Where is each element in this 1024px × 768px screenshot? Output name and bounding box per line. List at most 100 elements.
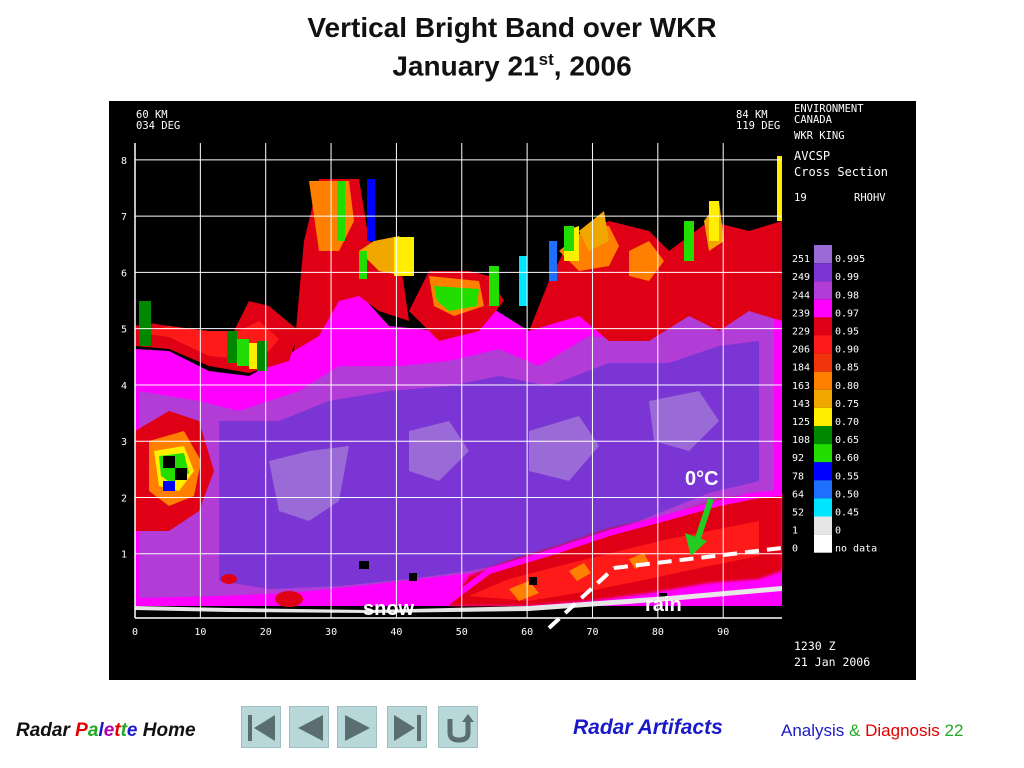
product-name: AVCSP	[794, 149, 831, 163]
palette-letter: a	[87, 720, 99, 741]
legend-swatch	[814, 335, 832, 354]
legend-swatch	[814, 317, 832, 336]
rain-label: rain	[645, 594, 682, 616]
arrow-head-icon	[685, 533, 707, 556]
legend-value: 0	[835, 526, 841, 537]
skip-first-icon	[248, 715, 275, 741]
legend-swatch	[814, 389, 832, 408]
legend-swatch	[814, 245, 832, 264]
footer-diagnosis-word: Diagnosis	[865, 721, 940, 740]
next-slide-button[interactable]	[337, 706, 377, 748]
section-title-radar-artifacts: Radar Artifacts	[573, 716, 723, 739]
footer-radar-word: Radar	[16, 720, 76, 741]
legend-value: 0.45	[835, 508, 859, 519]
legend-swatch	[814, 462, 832, 481]
legend-code: 229	[792, 327, 810, 338]
range-right-deg: 119 DEG	[736, 120, 781, 132]
legend-code: 108	[792, 435, 810, 446]
radar-palette-home-link[interactable]: Radar Palette Home	[16, 720, 196, 742]
x-tick-label: 50	[456, 627, 468, 638]
legend-code: 0	[792, 544, 798, 555]
legend-value: 0.60	[835, 453, 859, 464]
legend-value: 0.85	[835, 363, 859, 374]
footer-palette-word: Palette	[75, 720, 137, 741]
slide-title: Vertical Bright Band over WKR	[307, 12, 717, 43]
palette-letter: t	[114, 720, 121, 741]
legend-swatch	[814, 444, 832, 463]
legend-value: 0.995	[835, 254, 865, 265]
scan-time: 1230 Z	[794, 639, 836, 653]
legend-code: 251	[792, 254, 810, 265]
legend-value: 0.99	[835, 272, 859, 283]
legend-code: 249	[792, 272, 810, 283]
range-left-km: 60 KM	[136, 109, 168, 121]
y-tick-label: 1	[121, 550, 127, 561]
legend-code: 64	[792, 489, 804, 500]
footer-home-word: Home	[137, 720, 196, 741]
footer-analysis-word: Analysis	[781, 721, 845, 740]
return-icon	[447, 714, 474, 743]
footer-amp: &	[844, 721, 866, 740]
legend-swatch	[814, 281, 832, 300]
legend-value: 0.95	[835, 327, 859, 338]
legend-swatch	[814, 371, 832, 390]
freezing-level-arrow	[694, 498, 714, 542]
y-tick-label: 5	[121, 325, 127, 336]
x-tick-label: 40	[390, 627, 402, 638]
legend-swatch	[814, 426, 832, 445]
freezing-level-line-descending	[547, 566, 616, 630]
legend-code: 206	[792, 345, 810, 356]
y-tick-label: 7	[121, 212, 127, 223]
palette-letter: P	[75, 720, 88, 741]
color-legend: 251 0.995 249 0.99 244 0.98 239 0.97 229 0.95 206 0…	[792, 245, 877, 555]
legend-code: 92	[792, 453, 804, 464]
legend-code: 244	[792, 290, 810, 301]
legend-value: 0.90	[835, 345, 859, 356]
legend-code: 184	[792, 363, 810, 374]
freezing-level-line	[613, 546, 783, 570]
legend-code: 239	[792, 308, 810, 319]
palette-letter: t	[120, 720, 127, 741]
scan-date: 21 Jan 2006	[794, 655, 871, 669]
first-slide-button[interactable]	[241, 706, 281, 748]
return-button[interactable]	[438, 706, 478, 748]
legend-value: 0.75	[835, 399, 859, 410]
legend-swatch	[814, 498, 832, 517]
legend-value: 0.55	[835, 471, 859, 482]
snow-label: snow	[363, 598, 415, 620]
date-suffix: st	[538, 50, 554, 69]
freezing-level-label: 0°C	[685, 468, 719, 490]
x-tick-label: 90	[717, 627, 729, 638]
palette-letter: l	[98, 720, 104, 741]
previous-icon	[298, 715, 323, 741]
x-tick-label: 80	[652, 627, 664, 638]
range-left-deg: 034 DEG	[136, 120, 181, 132]
level-code: 19	[794, 192, 807, 204]
y-tick-label: 3	[121, 437, 127, 448]
legend-swatch	[814, 299, 832, 318]
station-name: WKR KING	[794, 130, 845, 142]
range-right-km: 84 KM	[736, 109, 768, 121]
last-slide-button[interactable]	[387, 706, 427, 748]
palette-letter: e	[103, 720, 115, 741]
echo-field	[135, 156, 783, 613]
legend-code: 143	[792, 399, 810, 410]
legend-code: 78	[792, 471, 804, 482]
y-tick-label: 6	[121, 268, 127, 279]
legend-value: no data	[835, 544, 877, 555]
legend-swatch	[814, 407, 832, 426]
org-line2: CANADA	[794, 114, 832, 126]
previous-slide-button[interactable]	[289, 706, 329, 748]
grid-lines	[134, 143, 782, 619]
legend-value: 0.70	[835, 417, 859, 428]
legend-swatch	[814, 263, 832, 282]
x-tick-label: 10	[194, 627, 206, 638]
y-tick-label: 8	[121, 156, 127, 167]
product-type: Cross Section	[794, 165, 888, 179]
legend-value: 0.80	[835, 381, 859, 392]
legend-swatch	[814, 353, 832, 372]
skip-last-icon	[394, 715, 421, 741]
palette-letter: e	[126, 720, 138, 741]
course-footer: Analysis & Diagnosis 22	[781, 721, 963, 741]
